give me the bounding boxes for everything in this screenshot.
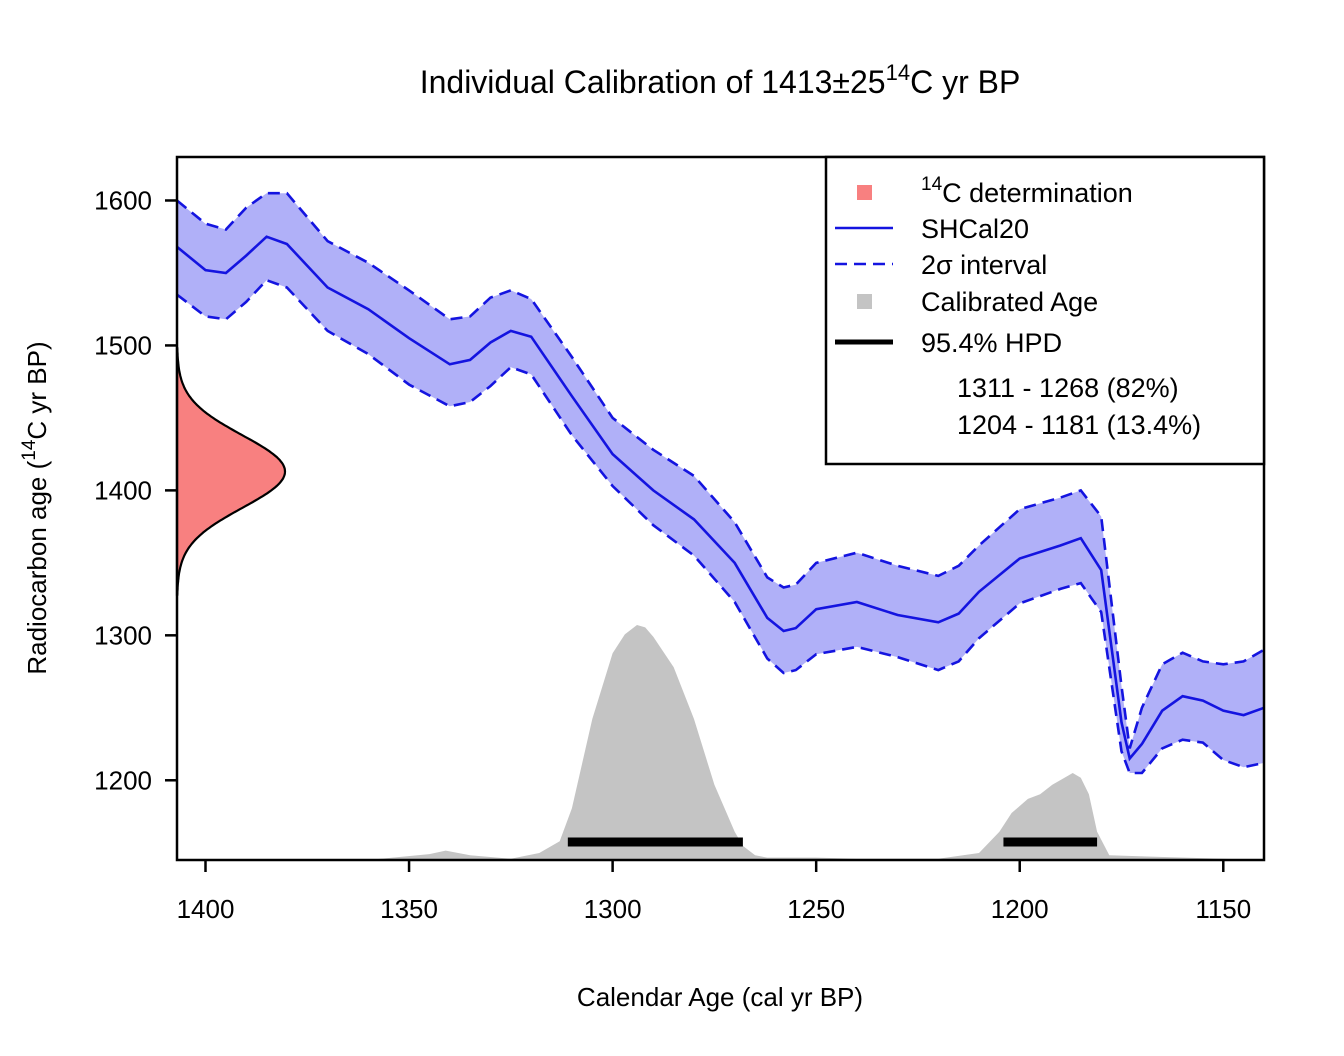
legend-item-1: 14C determination — [857, 174, 1133, 208]
x-tick-label-1300: 1300 — [584, 894, 642, 924]
y-axis-label-pre: Radiocarbon age ( — [22, 460, 52, 674]
legend-item-2: SHCal20 — [835, 214, 1029, 244]
legend-item-3: 2σ interval — [835, 250, 1047, 280]
legend-box — [824, 155, 1266, 466]
calibration-band-layer — [176, 191, 1265, 775]
x-tick-label-1250: 1250 — [787, 894, 845, 924]
c14-determination-layer — [175, 347, 287, 596]
plot-frame — [175, 155, 1266, 862]
x-tick-label-1350: 1350 — [380, 894, 438, 924]
legend-item-4: Calibrated Age — [857, 287, 1098, 317]
legend-swatch-4 — [857, 294, 872, 309]
y-tick-label-1400: 1400 — [94, 475, 152, 505]
x-tick-label-1400: 1400 — [177, 894, 235, 924]
shcal20-mean-line — [176, 235, 1265, 762]
x-tick-label-1200: 1200 — [991, 894, 1049, 924]
legend-label-3: 2σ interval — [921, 250, 1047, 280]
legend-label-2: SHCal20 — [921, 214, 1029, 244]
x-axis-ticks: 1400 1350 1300 1250 1200 1150 — [177, 860, 1251, 924]
c14-determination-density — [175, 347, 287, 596]
legend-swatch-1 — [857, 185, 872, 200]
chart-title-tail: C yr BP — [910, 64, 1020, 100]
x-tick-label-1150: 1150 — [1195, 894, 1251, 924]
y-axis-ticks: 1600 1500 1400 1300 1200 — [94, 185, 177, 795]
upper-2sigma-line — [176, 191, 1265, 749]
chart-title: Individual Calibration of 1413±2514C yr … — [420, 60, 1021, 100]
x-axis-label: Calendar Age (cal yr BP) — [577, 982, 863, 1012]
chart-title-sup: 14 — [886, 60, 910, 85]
two-sigma-band — [177, 193, 1264, 773]
legend-label-1: 14C determination — [921, 174, 1133, 208]
chart-title-main: Individual Calibration of 1413±25 — [420, 64, 886, 100]
lower-2sigma-line — [176, 278, 1265, 775]
y-tick-label-1600: 1600 — [94, 185, 152, 215]
y-axis-label-post: C yr BP) — [22, 341, 52, 439]
calibrated-age-layer — [177, 625, 1264, 860]
legend-item-5: 95.4% HPD — [835, 328, 1062, 358]
y-axis-label: Radiocarbon age (14C yr BP) — [19, 341, 52, 674]
legend-label-4: Calibrated Age — [921, 287, 1098, 317]
y-tick-label-1300: 1300 — [94, 620, 152, 650]
chart-legend: 14C determination SHCal20 2σ interval Calib… — [824, 155, 1266, 466]
y-tick-label-1200: 1200 — [94, 765, 152, 795]
y-axis-label-sup: 14 — [19, 439, 40, 461]
calibrated-age-density — [177, 625, 1264, 860]
y-tick-label-1500: 1500 — [94, 330, 152, 360]
legend-label-5: 95.4% HPD — [921, 328, 1062, 358]
hpd-interval-1-label: 1311 - 1268 (82%) — [957, 373, 1179, 403]
hpd-interval-2-label: 1204 - 1181 (13.4%) — [957, 410, 1201, 440]
legend-items: 14C determination SHCal20 2σ interval Calib… — [835, 174, 1133, 358]
